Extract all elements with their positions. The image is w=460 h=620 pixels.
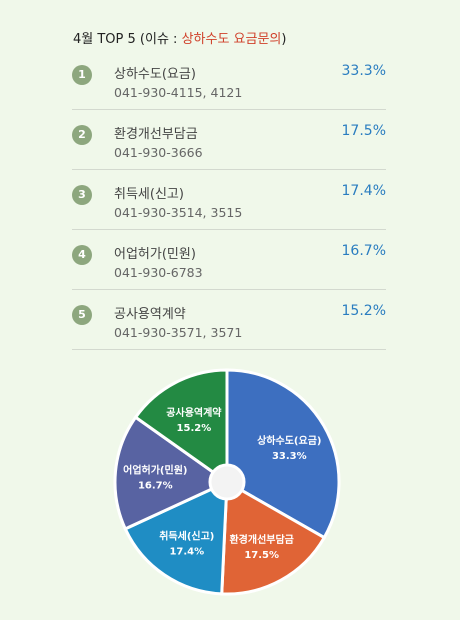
item-percent: 17.5% <box>341 123 386 139</box>
title-prefix: 4월 TOP 5 (이슈 : <box>73 32 182 47</box>
slice-value-label: 17.5% <box>244 550 279 561</box>
item-name[interactable]: 취득세(신고) <box>114 187 184 202</box>
slice-value-label: 17.4% <box>169 547 204 558</box>
item-phone: 041-930-6783 <box>114 265 203 280</box>
item-phone: 041-930-3514, 3515 <box>114 205 243 220</box>
item-phone: 041-930-3571, 3571 <box>114 325 243 340</box>
slice-label: 상하수도(요금) <box>257 434 321 447</box>
rank-badge: 3 <box>72 185 92 205</box>
list-item-5[interactable]: 5 공사용역계약 041-930-3571, 3571 15.2% <box>72 290 386 350</box>
slice-value-label: 16.7% <box>138 480 173 491</box>
pie-center-hole <box>208 463 246 501</box>
list-item-4[interactable]: 4 어업허가(민원) 041-930-6783 16.7% <box>72 230 386 290</box>
list-item-3[interactable]: 3 취득세(신고) 041-930-3514, 3515 17.4% <box>72 170 386 230</box>
item-percent: 16.7% <box>341 243 386 259</box>
slice-label: 어업허가(민원) <box>123 463 187 476</box>
item-phone: 041-930-3666 <box>114 145 203 160</box>
pie-slice-1[interactable] <box>225 368 341 540</box>
page-title: 4월 TOP 5 (이슈 : 상하수도 요금문의) <box>73 28 286 47</box>
slice-label: 공사용역계약 <box>166 406 222 419</box>
top5-list: 1 상하수도(요금) 041-930-4115, 4121 33.3% 2 환경… <box>72 50 386 350</box>
rank-badge: 1 <box>72 65 92 85</box>
pie-slice-4[interactable] <box>113 415 230 531</box>
rank-badge: 4 <box>72 245 92 265</box>
item-name[interactable]: 상하수도(요금) <box>114 67 196 82</box>
list-item-2[interactable]: 2 환경개선부담금 041-930-3666 17.5% <box>72 110 386 170</box>
title-suffix: ) <box>281 32 287 47</box>
rank-badge: 2 <box>72 125 92 145</box>
slice-value-label: 15.2% <box>177 423 212 434</box>
item-percent: 15.2% <box>341 303 386 319</box>
slice-label: 취득세(신고) <box>159 530 214 543</box>
list-item-1[interactable]: 1 상하수도(요금) 041-930-4115, 4121 33.3% <box>72 50 386 110</box>
rank-badge: 5 <box>72 305 92 325</box>
slice-label: 환경개선부담금 <box>229 533 293 546</box>
item-name[interactable]: 어업허가(민원) <box>114 247 196 262</box>
item-name[interactable]: 공사용역계약 <box>114 307 186 322</box>
item-phone: 041-930-4115, 4121 <box>114 85 243 100</box>
item-percent: 17.4% <box>341 183 386 199</box>
pie-slice-3[interactable] <box>123 479 229 596</box>
slice-value-label: 33.3% <box>272 451 307 462</box>
pie-slice-5[interactable] <box>133 368 229 485</box>
item-name[interactable]: 환경개선부담금 <box>114 127 198 142</box>
pie-slice-2[interactable] <box>220 479 327 596</box>
item-percent: 33.3% <box>341 63 386 79</box>
title-issue: 상하수도 요금문의 <box>181 32 282 47</box>
